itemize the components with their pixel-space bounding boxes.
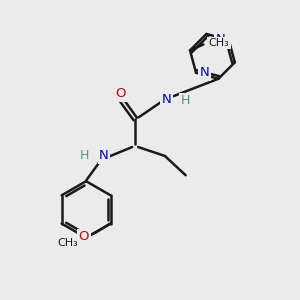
Text: CH₃: CH₃ bbox=[209, 38, 230, 48]
Text: N: N bbox=[200, 66, 209, 79]
Text: H: H bbox=[80, 149, 89, 162]
Text: H: H bbox=[180, 94, 190, 107]
Text: O: O bbox=[115, 87, 125, 100]
Text: O: O bbox=[79, 230, 89, 243]
Text: N: N bbox=[215, 34, 225, 46]
Text: N: N bbox=[99, 149, 109, 162]
Text: N: N bbox=[161, 93, 171, 106]
Text: CH₃: CH₃ bbox=[57, 238, 78, 248]
